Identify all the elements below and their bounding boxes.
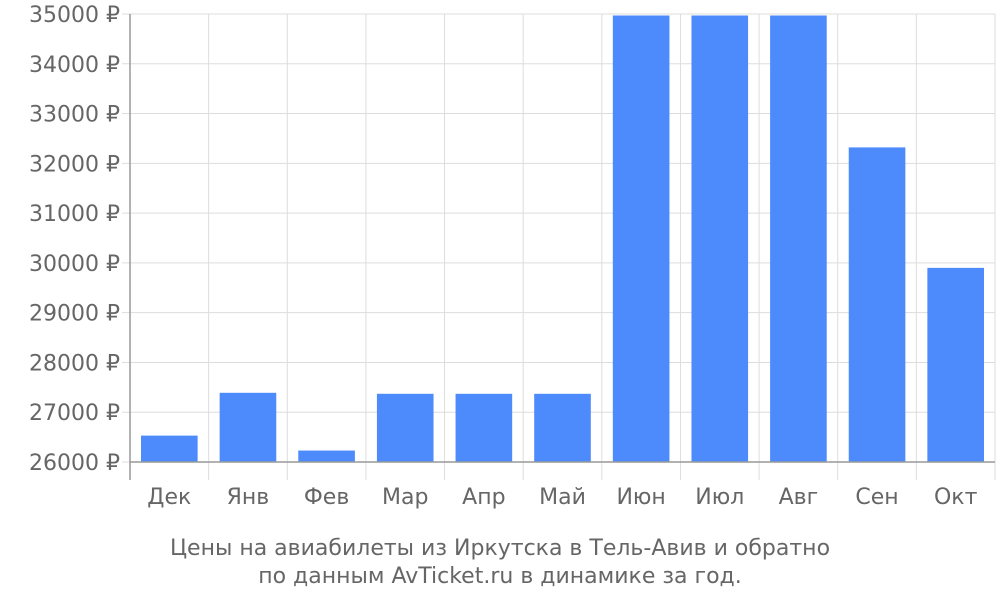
bar-Апр (455, 393, 513, 462)
bar-Июн (612, 15, 670, 462)
chart-caption-line-2: по данным AvTicket.ru в динамике за год. (258, 564, 742, 589)
x-tick-label: Май (539, 485, 586, 510)
x-tick-label: Дек (147, 485, 191, 510)
x-tick-label: Фев (304, 485, 349, 510)
x-tick-labels: Дек Янв Фев Мар Апр Май Июн Июл Авг Сен Окт (147, 485, 977, 510)
x-tick-label: Июл (695, 485, 744, 510)
y-tick-label: 29000 ₽ (29, 302, 120, 327)
y-tick-label: 33000 ₽ (29, 103, 120, 128)
y-tick-label: 31000 ₽ (29, 202, 120, 227)
y-tick-label: 27000 ₽ (29, 401, 120, 426)
x-tick-label: Апр (462, 485, 505, 510)
axes (129, 14, 995, 480)
x-tick-label: Июн (616, 485, 665, 510)
bar-Май (534, 393, 591, 462)
x-tick-label: Авг (779, 485, 819, 510)
bar-Дек (141, 435, 198, 462)
x-tick-label: Окт (934, 485, 978, 510)
bars (141, 15, 984, 462)
bar-Янв (219, 392, 277, 462)
y-tick-label: 32000 ₽ (29, 152, 120, 177)
bar-Июл (691, 15, 749, 462)
bar-Фев (298, 450, 355, 462)
bar-Мар (376, 393, 434, 462)
bar-Окт (927, 267, 984, 462)
chart-caption-line-1: Цены на авиабилеты из Иркутска в Тель-Ав… (169, 536, 831, 561)
x-tick-label: Мар (382, 485, 428, 510)
y-tick-label: 28000 ₽ (29, 351, 120, 376)
x-tick-label: Сен (855, 485, 898, 510)
y-tick-label: 30000 ₽ (29, 252, 120, 277)
y-tick-label: 26000 ₽ (29, 451, 120, 476)
x-tick-label: Янв (227, 485, 270, 510)
y-tick-labels: 26000 ₽ 27000 ₽ 28000 ₽ 29000 ₽ 30000 ₽ 31000… (29, 3, 120, 476)
y-tick-label: 34000 ₽ (29, 53, 120, 78)
bar-Авг (770, 15, 827, 462)
y-tick-label: 35000 ₽ (29, 3, 120, 28)
bar-Сен (848, 147, 906, 462)
